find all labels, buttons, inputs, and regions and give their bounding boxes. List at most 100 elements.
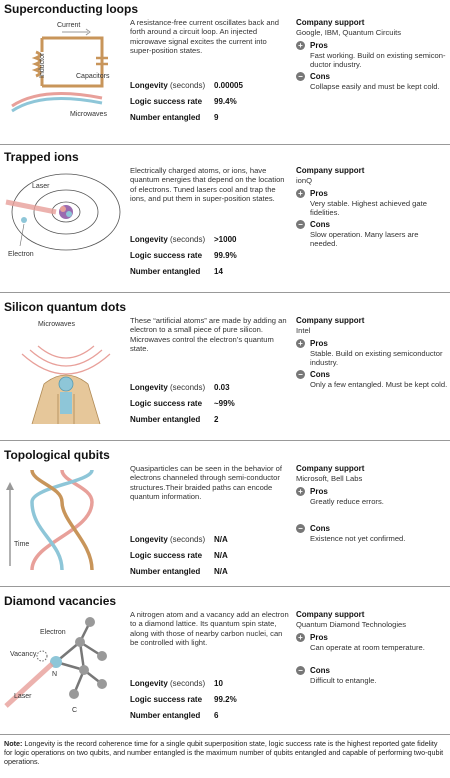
longevity-row: Longevity (seconds) 0.03 <box>130 380 290 396</box>
illus-label-electron: Electron <box>40 629 66 636</box>
metrics-table: Longevity (seconds) 0.03 Logic success ra… <box>130 380 290 428</box>
footnote: Note: Longevity is the record coherence … <box>4 739 446 767</box>
section-superconducting: Superconducting loops Current Inductor C… <box>0 2 450 142</box>
entangled-row: Number entangled 14 <box>130 264 290 280</box>
divider <box>0 440 450 441</box>
illus-label-microwaves: Microwaves <box>70 111 107 118</box>
logic-value: ~99% <box>214 399 235 408</box>
superconducting-illustration: Current Inductor Capacitors Microwaves <box>2 16 124 128</box>
cons-label: Cons <box>310 524 330 534</box>
company-support-heading: Company support <box>296 18 365 27</box>
entangled-label: Number entangled <box>130 113 201 122</box>
illus-label-n: N <box>52 671 57 678</box>
company-support: Company support Intel + Pros Stable. Build… <box>296 316 448 389</box>
entangled-row: Number entangled 2 <box>130 412 290 428</box>
diamond-illustration: Electron Vacancy N Laser C <box>2 608 124 720</box>
entangled-label: Number entangled <box>130 415 201 424</box>
pros-block: + Pros Greatly reduce errors. <box>296 487 448 506</box>
illus-label-c: C <box>72 707 77 714</box>
company-support: Company support Microsoft, Bell Labs + Pr… <box>296 464 448 544</box>
longevity-label: Longevity <box>130 383 168 392</box>
logic-label: Logic success rate <box>130 551 203 560</box>
logic-label: Logic success rate <box>130 251 203 260</box>
entangled-label: Number entangled <box>130 711 201 720</box>
longevity-unit: (seconds) <box>170 383 206 392</box>
pros-block: + Pros Can operate at room temperature. <box>296 633 448 652</box>
footnote-text: Longevity is the record coherence time f… <box>4 739 444 767</box>
entangled-value: N/A <box>214 567 228 576</box>
cons-text: Collapse easily and must be kept cold. <box>310 81 440 91</box>
section-description: Electrically charged atoms, or ions, hav… <box>130 166 285 204</box>
cons-text: Existence not yet confirmed. <box>310 534 406 544</box>
divider <box>0 734 450 735</box>
longevity-row: Longevity (seconds) N/A <box>130 532 290 548</box>
logic-row: Logic success rate N/A <box>130 548 290 564</box>
divider <box>0 292 450 293</box>
entangled-value: 14 <box>214 267 223 276</box>
pros-label: Pros <box>310 633 328 642</box>
pros-block: + Pros Stable. Build on existing semicondu… <box>296 339 448 368</box>
illus-label-laser: Laser <box>14 693 32 700</box>
pros-text: Very stable. Highest achieved gate fidel… <box>310 199 427 218</box>
entangled-label: Number entangled <box>130 267 201 276</box>
longevity-value: 10 <box>214 679 223 688</box>
pros-label: Pros <box>310 189 328 198</box>
company-names: Intel <box>296 326 311 335</box>
company-support-heading: Company support <box>296 316 365 325</box>
pros-text: Greatly reduce errors. <box>310 497 384 506</box>
company-names: Microsoft, Bell Labs <box>296 474 363 483</box>
logic-label: Logic success rate <box>130 97 203 106</box>
cons-text: Slow operation. Many lasers are needed. <box>310 229 419 249</box>
illus-label-current: Current <box>57 22 80 29</box>
logic-value: N/A <box>214 551 228 560</box>
company-support-heading: Company support <box>296 166 365 175</box>
minus-icon: − <box>296 524 305 534</box>
cons-label: Cons <box>310 71 330 81</box>
pros-text: Can operate at room temperature. <box>310 643 425 652</box>
pros-label: Pros <box>310 339 328 348</box>
cons-block: − Cons Collapse easily and must be kept co… <box>296 71 448 91</box>
plus-icon: + <box>296 189 305 198</box>
section-topological: Topological qubits Time Quasiparticles c… <box>0 448 450 584</box>
section-description: A nitrogen atom and a vacancy add an ele… <box>130 610 289 648</box>
logic-label: Logic success rate <box>130 399 203 408</box>
cons-label: Cons <box>310 369 330 379</box>
metrics-table: Longevity (seconds) N/A Logic success rat… <box>130 532 290 580</box>
longevity-label: Longevity <box>130 679 168 688</box>
section-description: These “artificial atoms” are made by add… <box>130 316 287 354</box>
logic-value: 99.4% <box>214 97 237 106</box>
topological-illustration: Time <box>2 462 124 574</box>
longevity-value: >1000 <box>214 235 237 244</box>
illus-label-vacancy: Vacancy <box>10 651 37 658</box>
illus-label-inductor: Inductor <box>39 52 46 78</box>
illus-label-electron: Electron <box>8 251 34 258</box>
illus-label-capacitors: Capacitors <box>76 73 110 80</box>
longevity-row: Longevity (seconds) 0.00005 <box>130 78 290 94</box>
plus-icon: + <box>296 339 305 348</box>
plus-icon: + <box>296 633 305 642</box>
metrics-table: Longevity (seconds) 0.00005 Logic success… <box>130 78 290 126</box>
logic-row: Logic success rate 99.4% <box>130 94 290 110</box>
section-title: Trapped ions <box>4 150 79 164</box>
longevity-value: N/A <box>214 535 228 544</box>
logic-row: Logic success rate 99.9% <box>130 248 290 264</box>
section-diamond: Diamond vacancies Electron Vacancy <box>0 594 450 734</box>
cons-label: Cons <box>310 666 330 676</box>
section-title: Topological qubits <box>4 448 110 462</box>
divider <box>0 586 450 587</box>
cons-block: − Cons Difficult to entangle. <box>296 666 448 685</box>
pros-label: Pros <box>310 41 328 50</box>
minus-icon: − <box>296 71 305 81</box>
longevity-unit: (seconds) <box>170 679 206 688</box>
logic-label: Logic success rate <box>130 695 203 704</box>
pros-text: Stable. Build on existing semiconductor … <box>310 349 443 368</box>
company-support-heading: Company support <box>296 464 365 473</box>
cons-text: Difficult to entangle. <box>310 676 377 686</box>
trapped-ions-illustration: Laser Electron <box>2 164 124 276</box>
company-support: Company support ionQ + Pros Very stable. H… <box>296 166 448 249</box>
longevity-value: 0.03 <box>214 383 230 392</box>
section-description: A resistance-free current oscillates bac… <box>130 18 279 56</box>
section-trapped-ions: Trapped ions Laser Electron Electrically… <box>0 150 450 290</box>
cons-block: − Cons Existence not yet confirmed. <box>296 524 448 543</box>
entangled-row: Number entangled 9 <box>130 110 290 126</box>
